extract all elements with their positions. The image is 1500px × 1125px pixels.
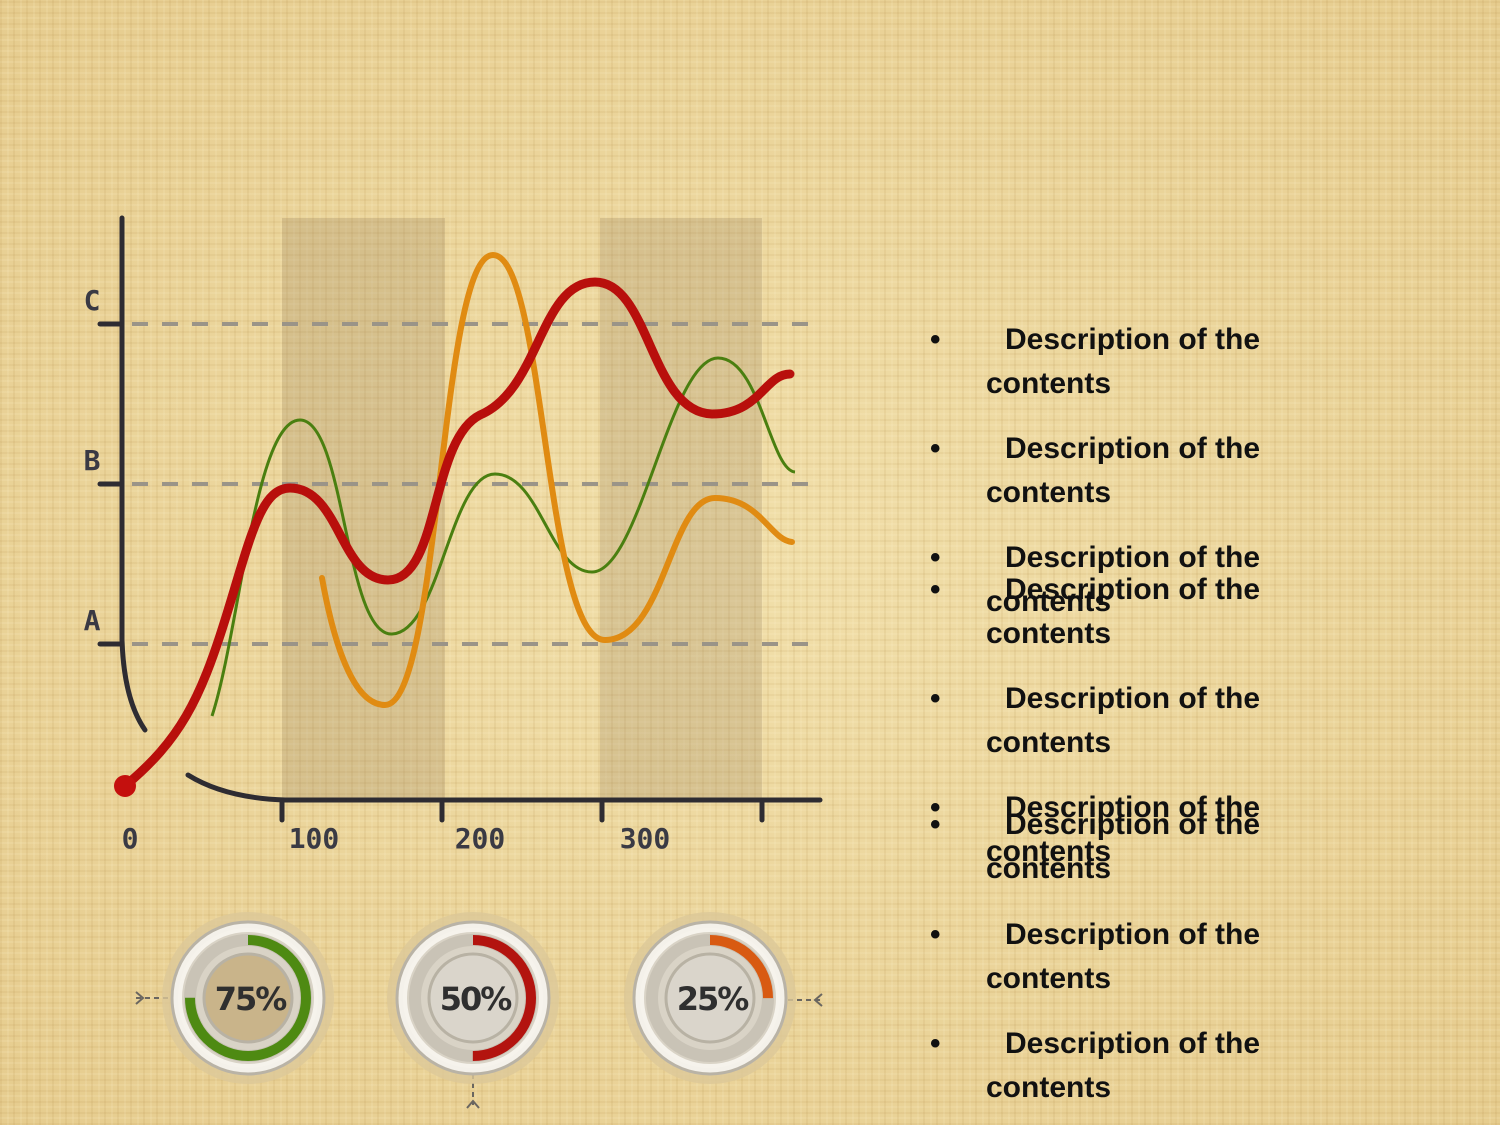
gauge-label: 50% <box>440 980 513 1018</box>
axes <box>97 215 823 823</box>
y-axis-label: C <box>84 284 101 317</box>
gauge-label: 75% <box>215 980 288 1018</box>
gauge-label: 25% <box>677 980 750 1018</box>
gauge-arc <box>647 935 773 1061</box>
bullet-text: Description of the contents <box>986 1027 1261 1104</box>
shade-band <box>600 218 762 800</box>
start-dot <box>114 775 136 797</box>
gauge-arc <box>410 935 536 1061</box>
gauge-arc <box>185 935 311 1061</box>
bullet-text: Description of the contents <box>986 573 1261 650</box>
bullet-item: Description of the contents <box>930 913 1310 1001</box>
orange-curve <box>319 251 795 709</box>
gauge-center <box>202 952 294 1044</box>
bullet-text: Description of the contents <box>986 918 1261 995</box>
bullet-item: Description of the contents <box>930 568 1310 656</box>
bullet-text: Description of the contents <box>986 808 1261 885</box>
y-axis-label: B <box>84 444 101 477</box>
pointer-heads <box>135 991 823 1109</box>
green-curve <box>210 356 796 717</box>
bullet-item: Description of the contents <box>930 803 1310 891</box>
bullet-text: Description of the contents <box>986 682 1261 759</box>
bullet-text: Description of the contents <box>986 432 1261 509</box>
bullet-text: Description of the contents <box>986 323 1261 400</box>
red-curve <box>120 277 795 791</box>
y-axis-label: A <box>84 604 101 637</box>
x-axis-label: 200 <box>455 822 506 855</box>
x-axis-label: 100 <box>289 822 340 855</box>
bullet-item: Description of the contents <box>930 1022 1310 1110</box>
bullet-item: Description of the contents <box>930 427 1310 515</box>
shade-band <box>282 218 445 800</box>
x-axis-label: 300 <box>620 822 671 855</box>
gauge-center <box>664 952 756 1044</box>
gauge-center <box>427 952 519 1044</box>
bullet-item: Description of the contents <box>930 677 1310 765</box>
bullet-item: Description of the contents <box>930 318 1310 406</box>
x-axis-label: 0 <box>122 822 139 855</box>
